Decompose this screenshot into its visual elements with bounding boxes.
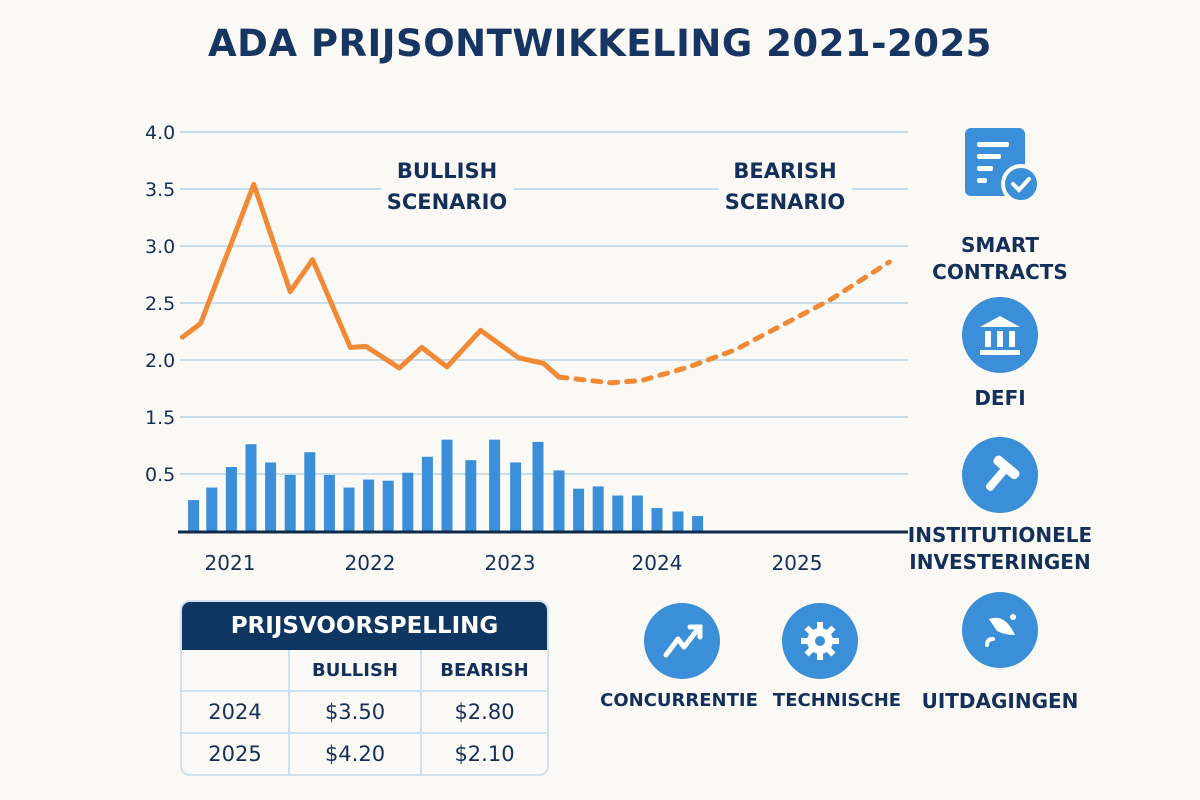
side-label: INVESTERINGEN [909,550,1091,574]
table-cell: $2.10 [420,732,547,774]
volume-bar [343,487,355,532]
table-cell: $2.80 [420,690,547,734]
bullish-scenario-label: BULLISH SCENARIO [380,156,514,218]
bank-icon [962,297,1038,373]
y-tick-label: 4.0 [145,122,175,144]
table-title: PRIJSVOORSPELLING [182,602,547,650]
volume-bar [489,439,501,532]
volume-bar [304,452,316,532]
side-label: DEFI [974,386,1026,410]
side-label: UITDAGINGEN [921,689,1079,713]
table-cell: 2025 [182,732,290,774]
volume-bar [553,470,565,532]
table-cell: $3.50 [288,690,422,734]
volume-bar [532,441,544,532]
volume-bar [573,488,585,532]
volume-bar [245,444,257,532]
price-forecast-table: PRIJSVOORSPELLING BULLISH BEARISH 2024 $… [180,600,549,776]
volume-bar [651,508,663,532]
volume-bar [631,495,643,532]
volume-bar [206,487,218,532]
side-label: SMART [961,233,1039,257]
y-tick-label: 2.0 [145,350,175,372]
contract-check-icon [965,128,1041,204]
table-row: 2024 $3.50 $2.80 [182,690,547,734]
gavel-icon [962,437,1038,513]
volume-bar [510,462,522,532]
table-header: BEARISH [420,650,547,692]
y-tick-label: 3.5 [145,179,175,201]
annotation-line: SCENARIO [386,190,508,214]
trend-up-icon [644,603,720,679]
x-tick-label: 2023 [485,551,536,575]
volume-bar [284,475,296,532]
table-cell: 2024 [182,690,290,734]
table-cell: $4.20 [288,732,422,774]
volume-bar [421,456,433,532]
volume-bar [382,480,394,532]
x-tick-label: 2025 [772,551,823,575]
bottom-label: CONCURRENTIE [600,690,758,711]
volume-bar [265,462,277,532]
table-row: 2025 $4.20 $2.10 [182,732,547,774]
volume-bar [692,516,704,532]
gear-icon [782,603,858,679]
y-tick-label: 1.5 [145,407,175,429]
y-tick-label: 3.0 [145,236,175,258]
x-tick-label: 2021 [205,551,256,575]
volume-bar [323,475,335,532]
volume-bar [402,472,414,532]
table-header-row: BULLISH BEARISH [182,650,547,692]
annotation-line: SCENARIO [724,190,846,214]
volume-bar [592,486,604,532]
volume-bar [363,479,375,532]
y-tick-label: 0.5 [145,464,175,486]
forecast-line [556,259,892,386]
challenge-icon [962,592,1038,668]
bearish-scenario-label: BEARISH SCENARIO [718,156,852,218]
volume-bar [441,439,453,532]
volume-bar [225,467,237,532]
x-tick-label: 2024 [632,551,683,575]
price-line [179,181,562,380]
volume-bar [188,500,200,532]
volume-bar [612,495,624,532]
volume-bar [672,511,684,532]
bottom-label: TECHNISCHE [772,690,902,711]
page-title: ADA PRIJSONTWIKKELING 2021-2025 [208,22,992,65]
table-header: BULLISH [288,650,422,692]
side-label: CONTRACTS [932,260,1068,284]
table-header [182,650,290,692]
annotation-line: BEARISH [733,159,837,183]
y-tick-label: 2.5 [145,293,175,315]
volume-bar [465,460,477,532]
annotation-line: BULLISH [396,159,498,183]
side-label: INSTITUTIONELE [907,523,1093,547]
x-tick-label: 2022 [345,551,396,575]
